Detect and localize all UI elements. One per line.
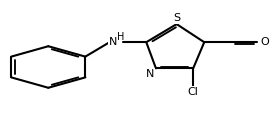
Text: H: H <box>117 32 124 42</box>
Text: O: O <box>260 37 269 47</box>
Text: Cl: Cl <box>188 87 199 97</box>
Text: N: N <box>109 37 117 46</box>
Text: S: S <box>173 13 180 23</box>
Text: N: N <box>146 69 155 79</box>
